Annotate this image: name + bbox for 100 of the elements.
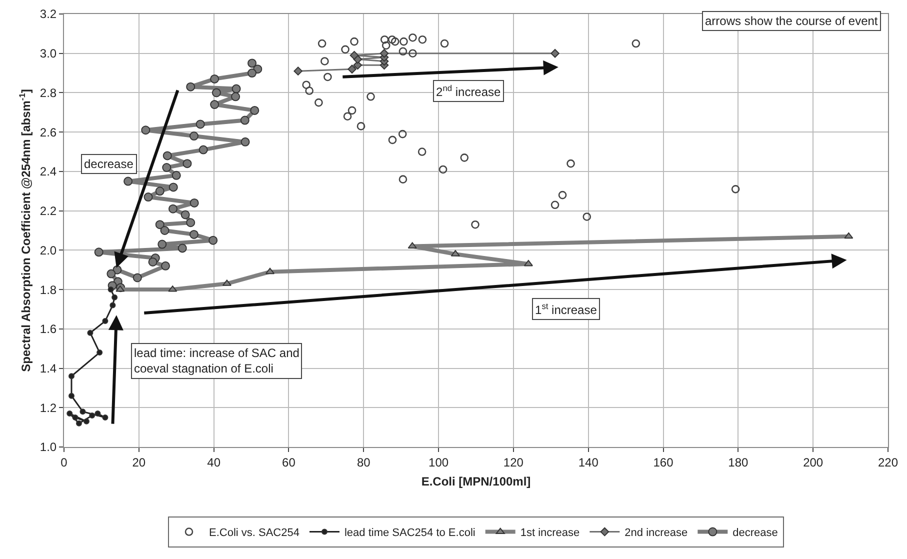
point [172,170,181,180]
point [380,35,389,44]
point [144,192,153,202]
x-tick-label: 120 [503,455,524,470]
point [132,273,142,282]
point [632,39,640,48]
point [83,418,90,424]
y-tick-label: 1.0 [40,440,57,454]
point [158,240,167,249]
point [186,218,196,228]
point [112,294,118,300]
point [408,33,417,42]
point [248,58,257,68]
point [231,92,240,102]
point [438,165,448,174]
point [341,45,350,54]
y-tick-label: 2.8 [40,86,57,100]
point [76,420,82,426]
annotation: 1$^{st}$ increase [535,301,598,318]
point [408,49,417,58]
point [305,86,314,95]
point [314,98,323,107]
point [162,163,172,172]
point [348,64,356,74]
annotation: lead time: increase of SAC and coeval stagnation of E.coli [134,346,300,376]
point [124,176,133,186]
point [102,318,108,324]
point [178,244,187,253]
x-tick-label: 200 [803,455,824,470]
point [190,198,199,208]
legend-label: E.Coli vs. SAC254 [209,527,300,540]
point [108,286,114,293]
point [558,190,567,200]
point [390,37,400,46]
point [141,126,150,135]
point [388,136,397,144]
point [155,186,164,196]
point [232,84,241,94]
point [294,66,302,76]
point [418,35,427,44]
point [348,106,356,115]
y-tick-label: 2.0 [40,243,57,258]
annotation: decrease [84,157,134,171]
point [240,137,250,146]
point [731,185,740,194]
annotation: arrows show the course of event [705,14,878,28]
legend-label: 2nd increase [624,527,688,540]
point [182,159,192,168]
point [110,302,116,308]
point [68,392,74,399]
point [388,35,396,44]
point [240,116,250,125]
point [102,414,108,420]
y-tick-label: 1.6 [40,322,57,336]
point [382,41,390,50]
legend-label: 1st increase [520,527,580,540]
point [350,37,358,46]
point [398,175,408,184]
y-tick-label: 3.2 [40,7,57,22]
x-tick-label: 60 [282,455,296,470]
point [168,204,178,214]
point [250,106,260,115]
point [380,48,389,58]
point [320,57,329,66]
point [180,210,190,220]
point [302,80,310,89]
point [471,220,480,229]
point [460,154,469,162]
point [106,269,116,278]
point [265,268,275,274]
point [161,261,170,270]
point [66,410,73,417]
y-tick-label: 1.8 [40,282,57,297]
x-tick-label: 20 [132,455,146,470]
point [248,68,257,78]
point [440,39,449,48]
legend-label: lead time SAC254 to E.coli [344,527,476,540]
point [318,39,326,48]
point [148,257,158,266]
point [189,230,198,239]
point [96,350,103,356]
point [398,47,408,56]
point [186,82,196,92]
point [550,200,560,210]
x-tick-label: 180 [728,455,749,470]
point [400,37,408,46]
y-tick-label: 3.0 [40,46,57,61]
x-tick-label: 40 [207,455,221,470]
x-tick-label: 160 [653,455,674,470]
point [210,100,220,110]
annotation: 2$^{nd}$ increase [436,83,502,100]
point [94,410,101,417]
x-tick-label: 100 [428,455,449,470]
y-tick-label: 1.2 [40,400,57,415]
x-tick-label: 0 [60,455,68,470]
y-tick-label: 2.4 [40,164,57,179]
x-tick-label: 140 [578,455,599,470]
x-tick-label: 80 [356,455,371,470]
point [366,92,375,101]
point [524,260,533,266]
